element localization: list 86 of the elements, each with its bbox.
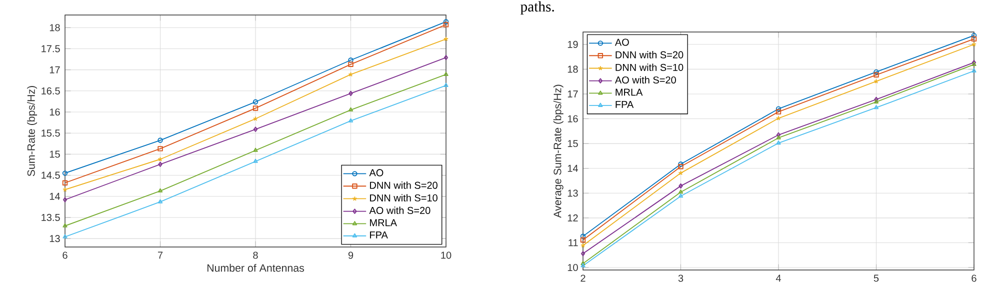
legend-label: AO with S=20 <box>614 76 676 84</box>
point <box>678 162 684 167</box>
point <box>253 126 258 132</box>
point <box>158 199 163 204</box>
point <box>348 72 354 77</box>
point <box>348 58 354 63</box>
y-tick-label: 10 <box>568 264 578 272</box>
y-axis-title: Average Sum-Rate (bps/Hz) <box>553 84 564 218</box>
point <box>874 105 879 110</box>
legend-label: DNN with S=20 <box>370 182 438 189</box>
point <box>348 90 353 96</box>
y-tick-label: 13.5 <box>42 214 60 222</box>
point <box>874 78 879 84</box>
legend-label: MRLA <box>616 88 643 96</box>
y-tick-label: 12 <box>568 214 578 222</box>
y-tick-label: 14 <box>568 164 578 172</box>
y-tick-label: 17 <box>568 90 578 98</box>
point <box>158 146 163 152</box>
legend-label: FPA <box>370 231 388 238</box>
y-tick-label: 15 <box>50 150 60 158</box>
point <box>776 106 782 112</box>
y-tick-label: 18 <box>568 66 578 73</box>
y-tick-label: 11 <box>568 239 578 246</box>
legend-label: DNN with S=10 <box>370 194 438 202</box>
point <box>874 96 878 102</box>
x-tick-label: 4 <box>776 274 781 282</box>
point <box>348 62 354 67</box>
y-tick-label: 14.5 <box>42 172 60 179</box>
point <box>971 36 977 42</box>
y-tick-label: 19 <box>568 40 578 48</box>
x-tick-label: 3 <box>678 274 684 282</box>
point <box>678 183 683 189</box>
legend-label: AO <box>369 169 384 176</box>
legend-label: MRLA <box>370 219 397 226</box>
y-tick-label: 14 <box>50 192 60 200</box>
legend-label: AO <box>614 38 629 46</box>
point <box>158 162 162 167</box>
point <box>158 156 163 162</box>
legend-label: DNN with S=20 <box>616 51 684 58</box>
point <box>874 72 879 78</box>
point <box>678 170 684 176</box>
y-tick-label: 13 <box>568 190 578 197</box>
point <box>253 148 258 152</box>
x-tick-label: 6 <box>62 252 68 259</box>
point <box>776 132 781 138</box>
point <box>348 118 354 122</box>
y-tick-label: 16 <box>50 108 60 116</box>
legend-label: FPA <box>616 100 634 108</box>
x-tick-label: 6 <box>972 274 976 282</box>
x-tick-label: 8 <box>253 252 258 259</box>
point <box>678 194 684 198</box>
y-tick-label: 16.5 <box>42 87 60 94</box>
legend-label: DNN with S=10 <box>616 64 684 71</box>
x-tick-label: 9 <box>348 252 354 259</box>
point <box>253 158 258 163</box>
point <box>253 116 258 121</box>
x-tick-label: 5 <box>874 274 879 282</box>
point <box>678 190 684 194</box>
y-tick-label: 17 <box>50 66 60 74</box>
point <box>158 188 163 192</box>
y-tick-label: 16 <box>568 115 578 122</box>
y-tick-label: 18 <box>50 24 60 32</box>
point <box>776 135 781 140</box>
point <box>62 180 68 186</box>
point <box>443 22 449 28</box>
point <box>580 237 586 243</box>
point <box>252 106 258 111</box>
x-tick-label: 10 <box>441 252 452 259</box>
x-tick-label: 7 <box>158 252 163 259</box>
point <box>874 99 879 104</box>
point <box>252 99 258 104</box>
x-axis-title: Number of Antennas <box>207 264 304 272</box>
point <box>874 69 879 75</box>
point <box>678 164 684 170</box>
y-axis-title: Sum-Rate (bps/Hz) <box>27 86 38 176</box>
y-tick-label: 17.5 <box>42 45 60 52</box>
legend-label: AO with S=20 <box>369 206 430 214</box>
y-tick-label: 15 <box>568 140 578 148</box>
y-tick-label: 15.5 <box>42 130 60 137</box>
text: paths. <box>520 1 554 15</box>
point <box>348 107 354 112</box>
point <box>776 109 782 114</box>
x-tick-label: 2 <box>580 274 586 282</box>
point <box>158 138 163 143</box>
point <box>776 140 781 145</box>
y-tick-label: 13 <box>50 235 60 242</box>
